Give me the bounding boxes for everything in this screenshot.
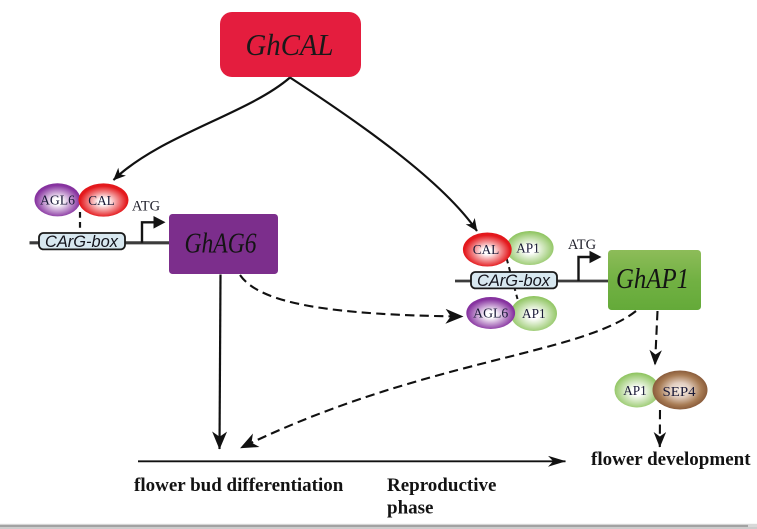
svg-text:AP1: AP1 (522, 306, 546, 321)
svg-text:CArG-box: CArG-box (477, 272, 551, 290)
svg-text:ATG: ATG (132, 199, 161, 215)
svg-text:AP1: AP1 (516, 241, 540, 256)
svg-text:ATG: ATG (568, 237, 597, 253)
svg-text:GhCAL: GhCAL (246, 27, 334, 62)
svg-text:flower bud differentiation: flower bud differentiation (134, 475, 344, 496)
svg-text:AGL6: AGL6 (40, 193, 75, 208)
svg-text:phase: phase (387, 498, 433, 519)
svg-text:CAL: CAL (88, 193, 115, 208)
svg-text:GhAG6: GhAG6 (185, 229, 257, 260)
svg-text:flower development: flower development (591, 449, 751, 470)
svg-text:CArG-box: CArG-box (45, 233, 119, 251)
svg-text:GhAP1: GhAP1 (616, 264, 689, 295)
svg-text:AGL6: AGL6 (473, 306, 508, 321)
svg-text:Reproductive: Reproductive (387, 475, 496, 496)
svg-text:SEP4: SEP4 (663, 384, 696, 399)
svg-text:CAL: CAL (473, 242, 500, 257)
svg-text:AP1: AP1 (623, 383, 647, 398)
